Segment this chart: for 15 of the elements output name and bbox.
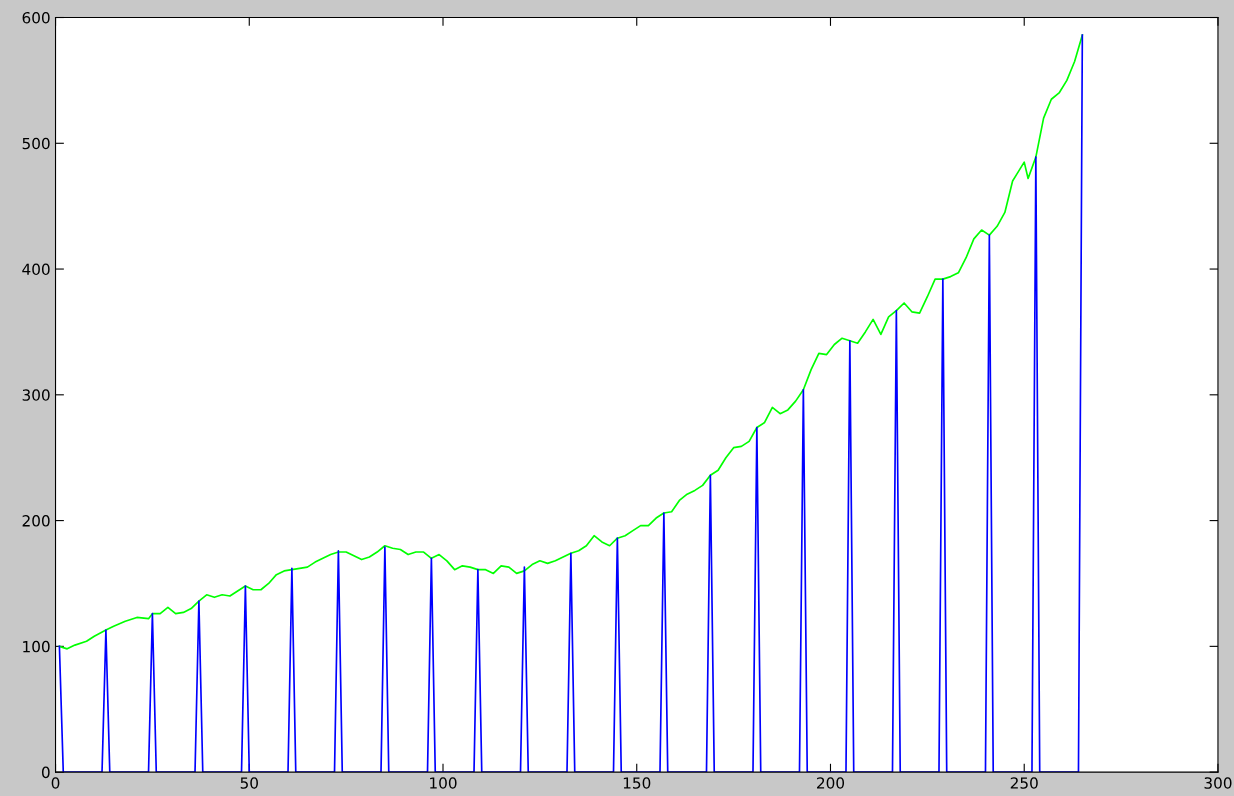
x-tick-label: 300: [1204, 777, 1232, 789]
x-tick-label: 50: [240, 777, 258, 789]
y-tick-label: 100: [23, 640, 50, 653]
x-tick-label: 100: [430, 777, 457, 789]
line-series: [58, 34, 1084, 773]
y-tick-label: 300: [22, 389, 50, 401]
x-tick-label: 0: [51, 777, 60, 789]
y-tick-label: 0: [41, 766, 50, 779]
y-tick-label: 600: [22, 11, 50, 24]
y-tick-label: 500: [22, 137, 50, 150]
x-tick-label: 150: [623, 777, 651, 789]
x-tick-label: 200: [817, 777, 845, 789]
y-tick-label: 200: [22, 515, 50, 527]
y-tick-label: 400: [22, 263, 50, 276]
x-tick-label: 250: [1010, 777, 1038, 789]
